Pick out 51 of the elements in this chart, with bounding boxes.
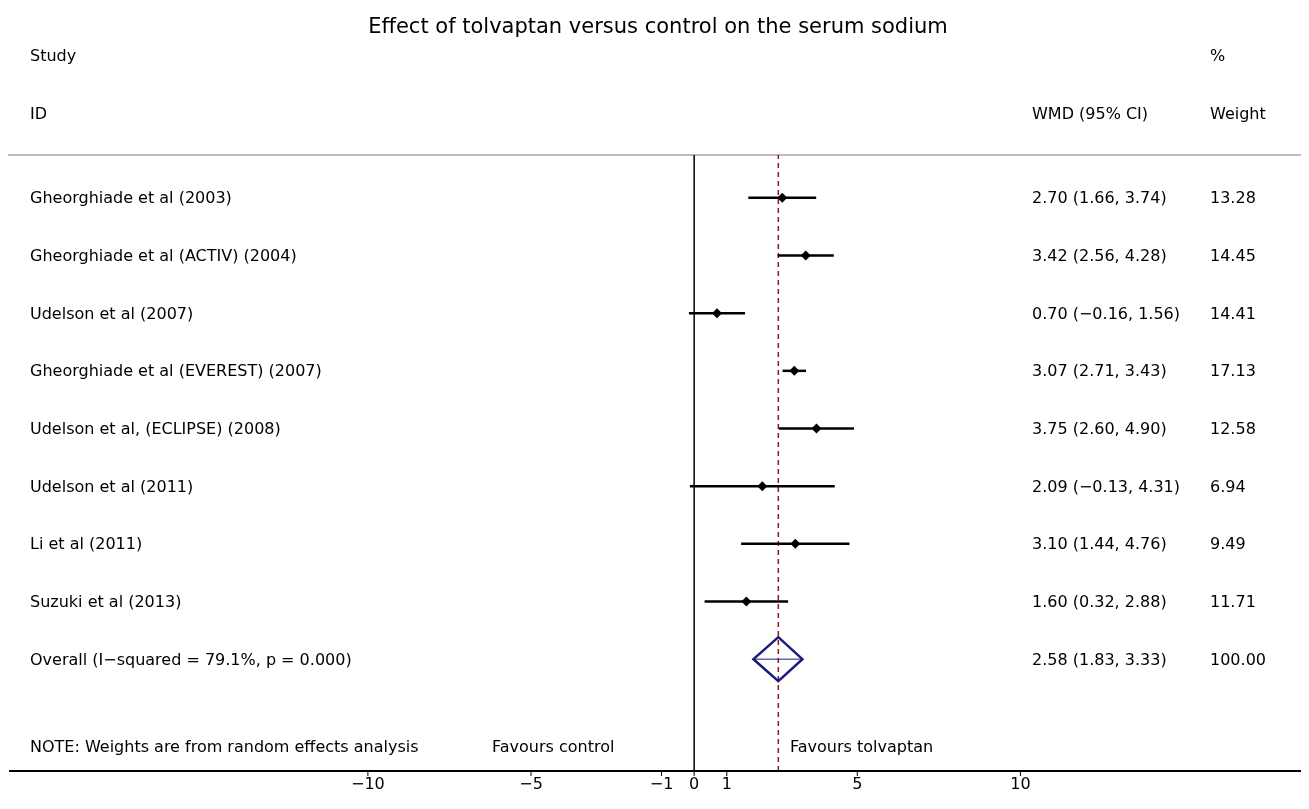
- x-tick-label: 10: [1010, 774, 1031, 794]
- annotation: 2.58 (1.83, 3.33): [1032, 649, 1167, 669]
- text: %: [1210, 45, 1226, 65]
- x-tick-label: −5: [519, 774, 543, 794]
- annotation: 6.94: [1210, 476, 1246, 496]
- point: [789, 365, 800, 376]
- y-tick-label: Overall (I−squared = 79.1%, p = 0.000): [30, 649, 352, 669]
- y-tick-label: Gheorghiade et al (EVEREST) (2007): [30, 361, 322, 381]
- point: [777, 192, 788, 203]
- x-tick-label: −10: [351, 774, 385, 794]
- x-tick-label: 1: [721, 774, 732, 794]
- annotation: 0.70 (−0.16, 1.56): [1032, 303, 1181, 323]
- point: [752, 635, 804, 683]
- x-tick-label: 0: [689, 774, 700, 794]
- text: Favours control: [492, 736, 615, 756]
- point: [790, 538, 801, 549]
- annotation: 3.42 (2.56, 4.28): [1032, 246, 1167, 266]
- annotation: 17.13: [1210, 361, 1256, 381]
- y-tick-label: Udelson et al (2011): [30, 476, 194, 496]
- annotation: 11.71: [1210, 592, 1256, 612]
- y-tick-label: Li et al (2011): [30, 534, 143, 554]
- y-tick-label: Gheorghiade et al (ACTIV) (2004): [30, 246, 297, 266]
- annotation: 3.75 (2.60, 4.90): [1032, 419, 1167, 439]
- point: [757, 481, 768, 492]
- text: Study: [30, 45, 77, 65]
- annotation: 2.70 (1.66, 3.74): [1032, 188, 1167, 208]
- annotation: 1.60 (0.32, 2.88): [1032, 592, 1167, 612]
- point: [741, 596, 752, 607]
- point: [811, 423, 822, 434]
- y-tick-label: Udelson et al, (ECLIPSE) (2008): [30, 419, 281, 439]
- y-tick-label: Gheorghiade et al (2003): [30, 188, 232, 208]
- text: ID: [30, 103, 48, 123]
- text: Favours tolvaptan: [790, 736, 934, 756]
- annotation: 9.49: [1210, 534, 1246, 554]
- annotation: 13.28: [1210, 188, 1256, 208]
- text: WMD (95% CI): [1032, 103, 1149, 123]
- text: Weight: [1210, 103, 1266, 123]
- point: [800, 250, 811, 261]
- chart-title: Effect of tolvaptan versus control on the serum sodium: [368, 14, 948, 39]
- text: NOTE: Weights are from random effects analysis: [30, 736, 419, 756]
- annotation: 14.45: [1210, 246, 1256, 266]
- annotation: 3.07 (2.71, 3.43): [1032, 361, 1167, 381]
- annotation: 100.00: [1210, 649, 1266, 669]
- y-tick-label: Udelson et al (2007): [30, 303, 194, 323]
- annotation: 2.09 (−0.13, 4.31): [1032, 476, 1181, 496]
- annotation: 3.10 (1.44, 4.76): [1032, 534, 1167, 554]
- x-tick-label: −1: [649, 774, 674, 794]
- annotation: 12.58: [1210, 419, 1256, 439]
- y-tick-label: Suzuki et al (2013): [30, 592, 182, 612]
- x-tick-label: 5: [852, 774, 863, 794]
- annotation: 14.41: [1210, 303, 1256, 323]
